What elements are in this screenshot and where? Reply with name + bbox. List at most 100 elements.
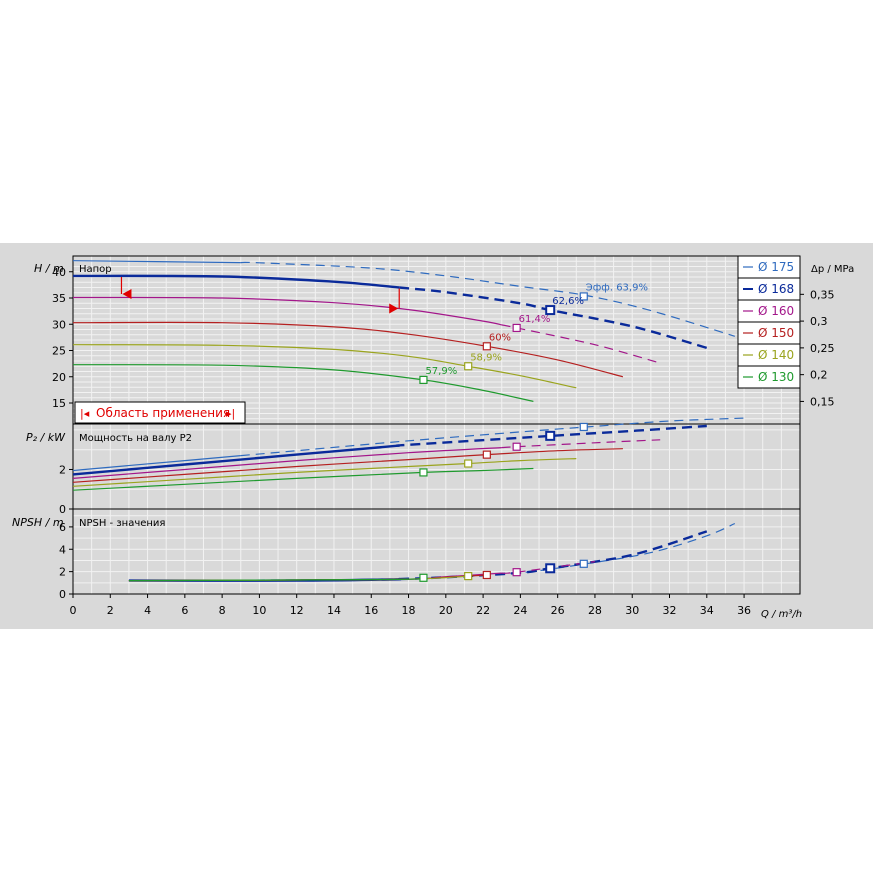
head-y-tick-label: 40	[52, 266, 66, 279]
power-y-tick-label: 2	[59, 463, 66, 476]
series-168-npsh-curve-dashed	[399, 530, 708, 581]
legend: Ø 175 Ø 168 Ø 160 Ø 150 Ø 140 Ø 130	[737, 255, 801, 389]
x-tick-label: 8	[219, 604, 226, 617]
mpa-tick-label: 0,15	[810, 395, 835, 408]
series-160-head-curve-dashed	[501, 324, 661, 364]
range-min-arrow-icon	[122, 289, 132, 299]
mpa-tick-label: 0,3	[810, 315, 828, 328]
npsh-panel-title: NPSH - значения	[79, 518, 165, 529]
series-168-head-curve-solid	[72, 274, 400, 289]
series-140-efficiency-label: 58,9%	[470, 352, 502, 363]
series-168-npsh-bep-marker	[545, 563, 556, 574]
head-y-tick-label: 35	[52, 292, 66, 305]
series-140-power-bep-marker	[464, 459, 473, 468]
head-y-tick-label: 20	[52, 371, 66, 384]
series-175-power-curve-dashed	[240, 417, 745, 457]
series-160-power-bep-marker	[512, 442, 521, 451]
head-y-tick-label: 25	[52, 345, 66, 358]
head-right-axis-label: Δp / MPa	[811, 264, 854, 275]
series-130-head-curve-solid	[72, 364, 534, 402]
series-168-power-curve-solid	[72, 444, 400, 476]
application-range-box: |◂ Область применения ▸|	[74, 401, 246, 424]
series-130-power-bep-marker	[419, 468, 428, 477]
range-right-marker-icon: ▸|	[226, 407, 235, 420]
x-tick-label: 16	[364, 604, 378, 617]
head-axis-label: H / m	[34, 262, 64, 275]
series-130-efficiency-label: 57,9%	[425, 366, 457, 377]
mpa-tick-label: 0,25	[810, 342, 835, 355]
legend-item-label: Ø 160	[758, 304, 794, 318]
series-160-power-curve-dashed	[501, 439, 661, 449]
x-tick-label: 26	[551, 604, 565, 617]
legend-item-label: Ø 150	[758, 326, 794, 340]
series-150-power-curve-solid	[72, 448, 623, 483]
x-tick-label: 12	[290, 604, 304, 617]
series-130-head-bep-marker	[419, 375, 428, 384]
series-150-power-bep-marker	[482, 450, 491, 459]
x-tick-label: 14	[327, 604, 341, 617]
series-150-npsh-bep-marker	[482, 570, 491, 580]
series-150-head-curve-solid	[72, 321, 624, 378]
legend-item-label: Ø 168	[758, 282, 794, 296]
head-y-tick-label: 30	[52, 318, 66, 331]
x-tick-label: 30	[625, 604, 639, 617]
series-150-head-bep-marker	[482, 342, 491, 351]
x-tick-label: 18	[402, 604, 416, 617]
power-y-tick-label: 0	[59, 503, 66, 516]
x-tick-label: 32	[663, 604, 677, 617]
series-160-head-bep-marker	[512, 323, 521, 333]
mpa-tick-label: 0,35	[810, 288, 835, 301]
series-160-efficiency-label: 61,4%	[519, 314, 551, 325]
x-tick-label: 4	[144, 604, 151, 617]
series-175-head-bep-marker	[579, 292, 588, 301]
x-tick-label: 36	[737, 604, 751, 617]
range-label: Область применения	[96, 406, 230, 420]
x-tick-label: 24	[513, 604, 527, 617]
x-tick-label: 0	[70, 604, 77, 617]
x-axis-label: Q / m³/h	[761, 609, 802, 620]
curve-layer	[72, 260, 745, 582]
mpa-tick-label: 0,2	[810, 369, 828, 382]
range-max-arrow-icon	[389, 303, 399, 314]
series-175-head-curve-dashed	[240, 261, 735, 337]
npsh-y-tick-label: 4	[59, 543, 66, 556]
series-140-npsh-bep-marker	[464, 572, 473, 581]
series-168-head-curve-dashed	[399, 286, 708, 350]
npsh-y-tick-label: 2	[59, 566, 66, 579]
npsh-panel-frame	[72, 508, 801, 595]
series-140-head-curve-solid	[72, 344, 577, 389]
npsh-axis-label: NPSH / m	[12, 516, 64, 529]
head-y-tick-label: 15	[52, 397, 66, 410]
series-150-efficiency-label: 60%	[489, 332, 511, 343]
x-tick-label: 6	[181, 604, 188, 617]
series-168-efficiency-label: 62,6%	[552, 296, 584, 307]
power-panel-title: Мощность на валу P2	[79, 433, 192, 444]
series-130-power-curve-solid	[72, 467, 534, 491]
x-tick-label: 20	[439, 604, 453, 617]
legend-item-label: Ø 175	[758, 260, 794, 274]
chart-background	[0, 243, 873, 629]
series-175-power-bep-marker	[579, 422, 588, 432]
legend-item-label: Ø 130	[758, 370, 794, 384]
series-175-efficiency-label: Эфф. 63,9%	[586, 282, 648, 293]
npsh-y-tick-label: 0	[59, 588, 66, 601]
head-panel-title: Напор	[79, 264, 112, 275]
npsh-y-tick-label: 6	[59, 521, 66, 534]
x-tick-label: 28	[588, 604, 602, 617]
x-tick-label: 34	[700, 604, 714, 617]
legend-item-label: Ø 140	[758, 348, 794, 362]
x-tick-label: 22	[476, 604, 490, 617]
series-140-head-bep-marker	[464, 362, 473, 371]
series-168-power-curve-dashed	[395, 424, 707, 447]
range-left-marker-icon: |◂	[80, 407, 90, 420]
series-175-head-curve-solid	[72, 260, 241, 264]
series-168-head-bep-marker	[545, 305, 556, 316]
x-tick-label: 10	[252, 604, 266, 617]
marker-layer	[120, 277, 588, 582]
series-160-head-curve-solid	[72, 296, 502, 326]
series-160-npsh-bep-marker	[512, 568, 521, 577]
power-axis-label: P₂ / kW	[26, 431, 66, 444]
series-175-power-curve-solid	[72, 455, 241, 472]
